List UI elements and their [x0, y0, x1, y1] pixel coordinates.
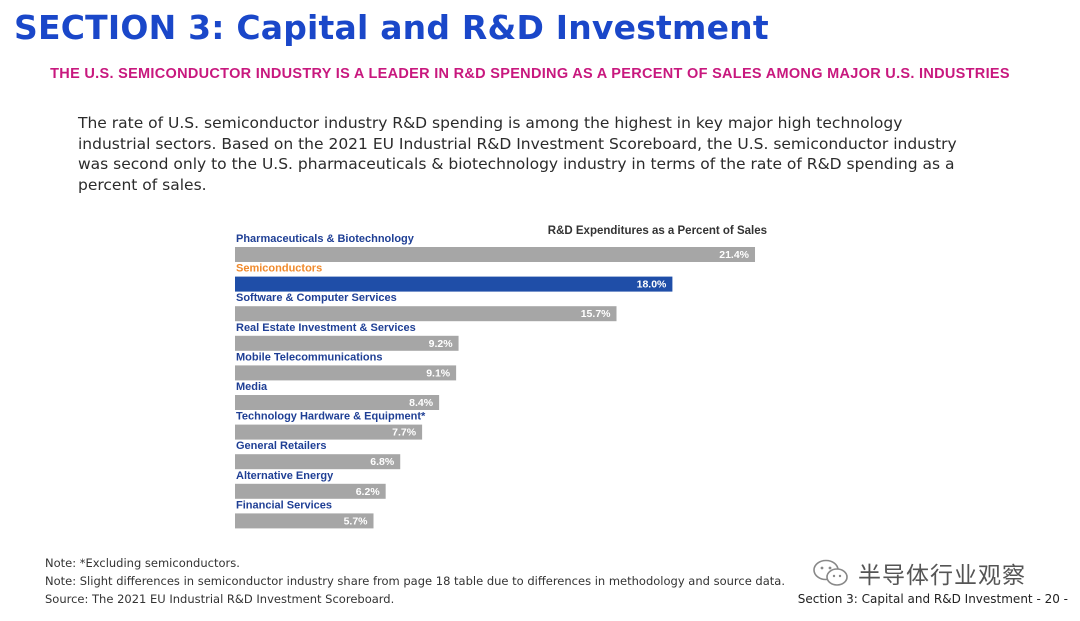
value-label: 8.4%	[409, 397, 434, 409]
bar	[235, 513, 374, 529]
bar	[235, 395, 440, 410]
value-label: 5.7%	[344, 515, 369, 527]
chart-title: R&D Expenditures as a Percent of Sales	[548, 225, 767, 237]
note-source: Source: The 2021 EU Industrial R&D Inves…	[45, 592, 395, 606]
bar	[235, 424, 423, 440]
bar	[235, 454, 401, 470]
value-label: 7.7%	[392, 427, 417, 439]
section-title: SECTION 3: Capital and R&D Investment	[14, 8, 769, 47]
category-label: Alternative Energy	[236, 470, 334, 482]
category-label: Pharmaceuticals & Biotechnology	[236, 233, 415, 245]
bars-group: Pharmaceuticals & Biotechnology 21.4% Semi…	[235, 233, 756, 529]
watermark-text: 半导体行业观察	[858, 563, 1026, 589]
category-label: Media	[236, 381, 268, 393]
page-subtitle: THE U.S. SEMICONDUCTOR INDUSTRY IS A LEA…	[50, 66, 1010, 82]
category-label: Financial Services	[236, 499, 332, 511]
category-label: Mobile Telecommunications	[236, 351, 383, 363]
value-label: 9.1%	[426, 367, 451, 379]
bar	[235, 306, 617, 322]
value-label: 18.0%	[637, 279, 667, 291]
bar	[235, 247, 756, 262]
page-footer: Section 3: Capital and R&D Investment - …	[797, 592, 1068, 606]
bar	[235, 483, 386, 499]
value-label: 21.4%	[719, 249, 749, 261]
category-label: General Retailers	[236, 440, 327, 452]
category-label: Real Estate Investment & Services	[236, 322, 416, 334]
bar	[235, 335, 459, 351]
value-label: 9.2%	[429, 338, 454, 350]
category-label: Semiconductors	[236, 263, 322, 275]
bar	[235, 365, 457, 381]
watermark: 半导体行业观察	[812, 556, 1026, 590]
body-paragraph: The rate of U.S. semiconductor industry …	[78, 114, 957, 194]
note-differences: Note: Slight differences in semiconducto…	[45, 574, 785, 588]
value-label: 15.7%	[581, 308, 611, 320]
category-label: Technology Hardware & Equipment*	[236, 411, 426, 423]
note-excluding: Note: *Excluding semiconductors.	[45, 556, 240, 570]
bar	[235, 276, 673, 292]
wechat-icon	[813, 559, 848, 586]
category-label: Software & Computer Services	[236, 292, 397, 304]
notes: Note: *Excluding semiconductors. Note: S…	[45, 554, 785, 608]
value-label: 6.8%	[370, 456, 395, 468]
value-label: 6.2%	[356, 486, 381, 498]
